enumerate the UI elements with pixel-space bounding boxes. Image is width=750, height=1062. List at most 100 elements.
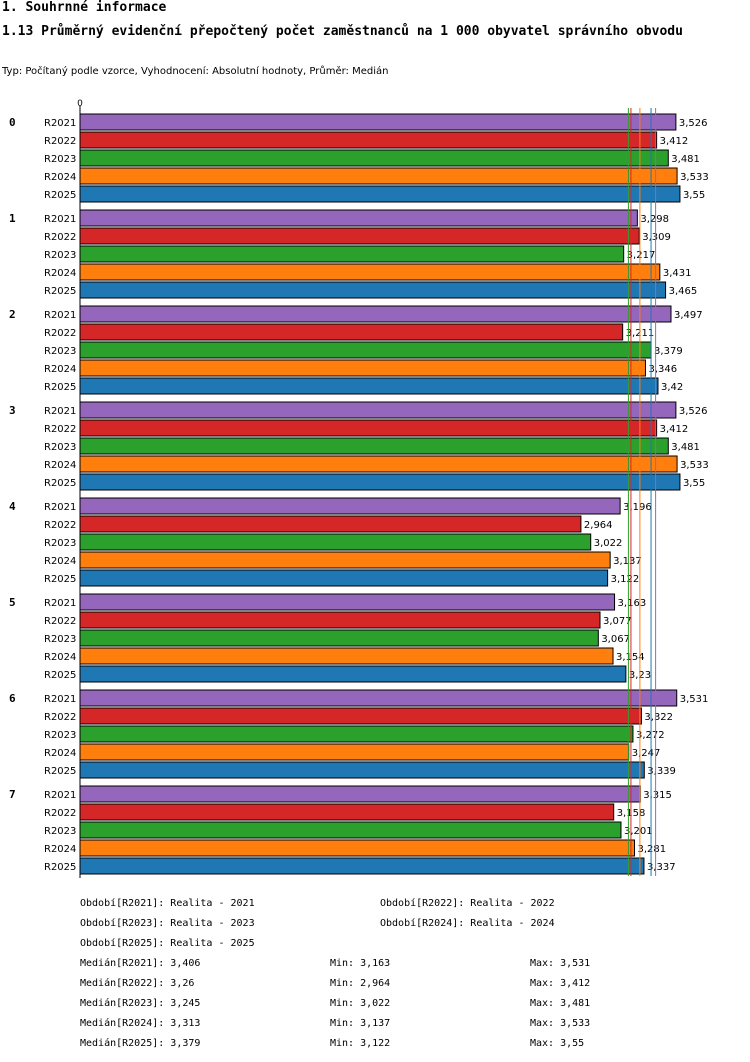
row-label-0-R2024: R2024 [44,172,76,183]
group-label-4: 4 [9,500,16,513]
legend-max-r2021: Max: 3,531 [530,958,591,969]
bar-3-R2022 [79,419,658,437]
data-label-5-R2022: 3,077 [603,616,632,627]
bar-5-R2021 [79,593,616,611]
bar-7-R2022 [79,803,615,821]
bar-3-R2024 [79,455,678,473]
data-label-7-R2025: 3,337 [647,862,676,873]
row-label-3-R2023: R2023 [44,442,76,453]
data-label-1-R2022: 3,309 [642,232,671,243]
legend-period-r2021: Období[R2021]: Realita - 2021 [80,898,255,909]
data-label-7-R2024: 3,281 [637,844,666,855]
bar-3-R2025 [79,473,681,491]
bar-0-R2022 [79,131,658,149]
bar-2-R2021 [79,305,672,323]
row-label-6-R2024: R2024 [44,748,76,759]
data-label-2-R2023: 3,379 [654,346,683,357]
data-label-3-R2023: 3,481 [671,442,700,453]
row-label-3-R2025: R2025 [44,478,76,489]
data-label-6-R2021: 3,531 [680,694,709,705]
legend-min-r2021: Min: 3,163 [330,958,391,969]
data-label-6-R2024: 3,247 [632,748,661,759]
bar-1-R2023 [79,245,625,263]
data-label-2-R2024: 3,346 [648,364,677,375]
row-label-1-R2022: R2022 [44,232,76,243]
bar-3-R2021 [79,401,677,419]
data-label-2-R2025: 3,42 [661,382,683,393]
bar-5-R2024 [79,647,614,665]
row-label-5-R2025: R2025 [44,670,76,681]
bar-3-R2023 [79,437,669,455]
bar-4-R2024 [79,551,611,569]
bar-7-R2021 [79,785,641,803]
data-label-1-R2025: 3,465 [669,286,698,297]
x-tick-label-0: 0 [77,99,83,109]
bar-7-R2024 [79,839,635,857]
group-label-6: 6 [9,692,16,705]
legend-max-r2025: Max: 3,55 [530,1038,585,1049]
row-label-6-R2022: R2022 [44,712,76,723]
row-label-7-R2025: R2025 [44,862,76,873]
legend-period-r2022: Období[R2022]: Realita - 2022 [380,898,555,909]
data-label-5-R2023: 3,067 [601,634,630,645]
legend-min-r2022: Min: 2,964 [330,978,391,989]
data-label-7-R2021: 3,315 [643,790,672,801]
row-label-1-R2021: R2021 [44,214,76,225]
data-label-0-R2022: 3,412 [660,136,689,147]
bar-5-R2022 [79,611,601,629]
group-label-1: 1 [9,212,16,225]
row-label-0-R2021: R2021 [44,118,76,129]
bar-6-R2025 [79,761,645,779]
bar-6-R2024 [79,743,630,761]
legend-median-r2025: Medián[R2025]: 3,379 [80,1038,201,1049]
legend-median-r2024: Medián[R2024]: 3,313 [80,1018,201,1029]
row-label-4-R2022: R2022 [44,520,76,531]
data-label-4-R2022: 2,964 [584,520,613,531]
data-label-4-R2024: 3,137 [613,556,642,567]
data-label-0-R2023: 3,481 [671,154,700,165]
legend-median-r2021: Medián[R2021]: 3,406 [80,958,201,969]
data-label-7-R2023: 3,201 [624,826,653,837]
legend-median-r2023: Medián[R2023]: 3,245 [80,998,201,1009]
legend-median-r2022: Medián[R2022]: 3,26 [80,978,195,989]
row-label-0-R2025: R2025 [44,190,76,201]
group-label-3: 3 [9,404,16,417]
row-label-1-R2023: R2023 [44,250,76,261]
data-label-3-R2021: 3,526 [679,406,708,417]
row-label-3-R2024: R2024 [44,460,76,471]
row-label-4-R2021: R2021 [44,502,76,513]
data-label-1-R2024: 3,431 [663,268,692,279]
row-label-6-R2021: R2021 [44,694,76,705]
bar-6-R2023 [79,725,634,743]
legend-period-r2024: Období[R2024]: Realita - 2024 [380,918,555,929]
data-label-5-R2024: 3,154 [616,652,645,663]
data-label-5-R2021: 3,163 [618,598,647,609]
bar-4-R2022 [79,515,582,533]
row-label-0-R2023: R2023 [44,154,76,165]
row-label-1-R2025: R2025 [44,286,76,297]
row-label-7-R2023: R2023 [44,826,76,837]
data-label-1-R2023: 3,217 [627,250,656,261]
data-label-3-R2022: 3,412 [660,424,689,435]
data-label-0-R2025: 3,55 [683,190,705,201]
data-label-1-R2021: 3,298 [640,214,669,225]
data-label-6-R2022: 3,322 [644,712,673,723]
group-label-0: 0 [9,116,16,129]
legend-max-r2022: Max: 3,412 [530,978,591,989]
row-label-0-R2022: R2022 [44,136,76,147]
row-label-6-R2023: R2023 [44,730,76,741]
row-label-5-R2024: R2024 [44,652,76,663]
group-label-2: 2 [9,308,16,321]
chart-subtitle: Typ: Počítaný podle vzorce, Vyhodnocení:… [2,66,389,77]
legend-min-r2025: Min: 3,122 [330,1038,391,1049]
data-label-0-R2024: 3,533 [680,172,709,183]
bar-4-R2021 [79,497,621,515]
legend-max-r2023: Max: 3,481 [530,998,591,1009]
bar-1-R2025 [79,281,667,299]
data-label-2-R2021: 3,497 [674,310,703,321]
data-label-4-R2021: 3,196 [623,502,652,513]
bar-2-R2023 [79,341,652,359]
legend-period-r2023: Období[R2023]: Realita - 2023 [80,918,255,929]
bar-4-R2023 [79,533,592,551]
